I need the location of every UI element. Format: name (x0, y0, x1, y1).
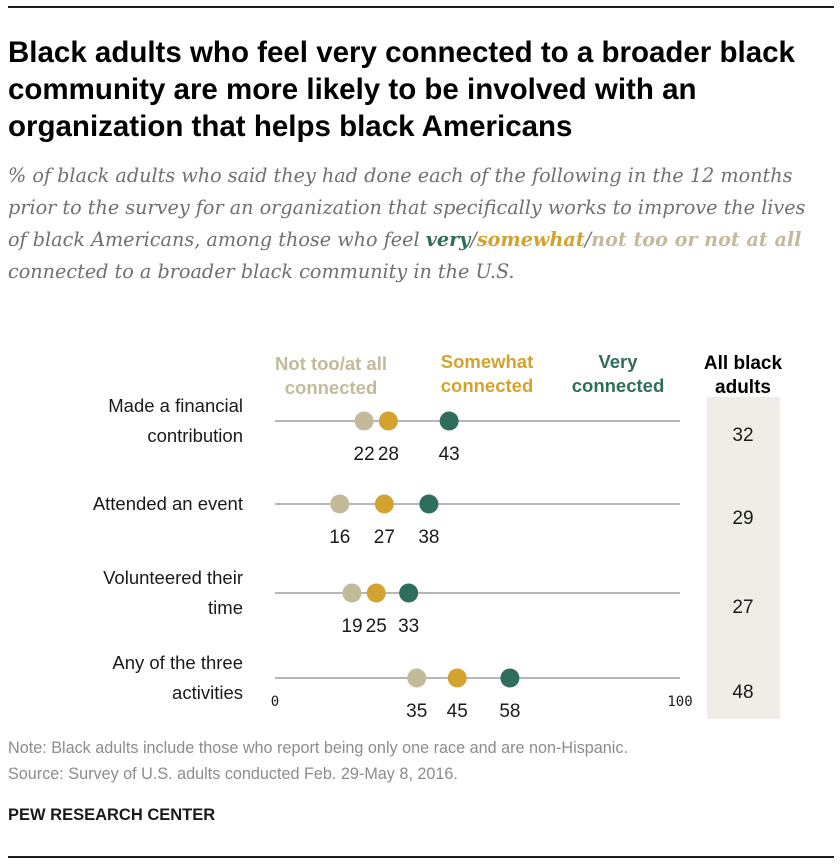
chart-note: Note: Black adults include those who rep… (8, 739, 628, 757)
dot-somewhat (447, 668, 467, 688)
x-tick-label: 0 (271, 694, 279, 710)
legend-label-somewhat: Somewhat (441, 351, 534, 372)
dot-nottoo (354, 411, 374, 431)
dot-nottoo (342, 583, 362, 603)
subtitle-somewhat: somewhat (476, 228, 585, 251)
chart-subtitle: % of black adults who said they had done… (8, 160, 818, 288)
dot-very (419, 494, 439, 514)
category-label: contribution (147, 425, 243, 446)
total-band (707, 397, 780, 719)
value-label-somewhat: 27 (374, 527, 395, 548)
dot-somewhat (366, 583, 386, 603)
value-label-somewhat: 25 (366, 616, 387, 637)
dot-very (399, 583, 419, 603)
bottom-rule (8, 856, 834, 858)
total-value: 29 (732, 508, 753, 529)
total-value: 32 (732, 425, 753, 446)
category-label: Made a financial (108, 395, 243, 416)
chart-source: Source: Survey of U.S. adults conducted … (8, 765, 458, 783)
category-label: Volunteered their (103, 567, 243, 588)
dot-plot-chart: Not too/at all connected Somewhat connected… (93, 351, 783, 722)
value-label-somewhat: 28 (378, 444, 399, 465)
legend-label-very: Very (598, 351, 638, 372)
subtitle-sep-2: / (584, 228, 592, 251)
subtitle-outro: connected to a broader black community i… (8, 260, 515, 283)
value-label-very: 33 (398, 616, 419, 637)
legend-label-very: connected (572, 375, 665, 396)
dot-very (500, 668, 520, 688)
value-label-very: 43 (439, 444, 460, 465)
category-label: time (208, 597, 243, 618)
value-label-nottoo: 35 (406, 701, 427, 722)
dot-somewhat (378, 411, 398, 431)
value-label-somewhat: 45 (447, 701, 468, 722)
value-label-very: 58 (499, 701, 520, 722)
value-label-very: 38 (418, 527, 439, 548)
dot-nottoo (407, 668, 427, 688)
subtitle-sep-1: / (470, 228, 477, 251)
total-header: All black (704, 353, 783, 374)
category-label: Attended an event (93, 493, 243, 514)
chart-title: Black adults who feel very connected to … (8, 36, 795, 143)
x-tick-label: 100 (667, 694, 692, 710)
pew-logo-text: PEW RESEARCH CENTER (8, 806, 216, 824)
subtitle-intro: % of black adults who said they had done… (8, 164, 806, 251)
category-label: activities (172, 682, 243, 703)
total-value: 27 (732, 597, 753, 618)
subtitle-very: very (425, 228, 471, 251)
value-label-nottoo: 19 (341, 616, 362, 637)
value-label-nottoo: 16 (329, 527, 350, 548)
top-rule (8, 6, 834, 8)
dot-nottoo (330, 494, 350, 514)
dot-very (439, 411, 459, 431)
subtitle-not-too: not too or not at all (591, 228, 802, 251)
value-label-nottoo: 22 (354, 444, 375, 465)
total-header: adults (715, 377, 771, 398)
legend-label-nottoo: connected (285, 377, 378, 398)
category-label: Any of the three (112, 652, 243, 673)
dot-somewhat (374, 494, 394, 514)
legend-label-somewhat: connected (441, 375, 534, 396)
legend-label-nottoo: Not too/at all (275, 353, 387, 374)
total-value: 48 (732, 682, 753, 703)
